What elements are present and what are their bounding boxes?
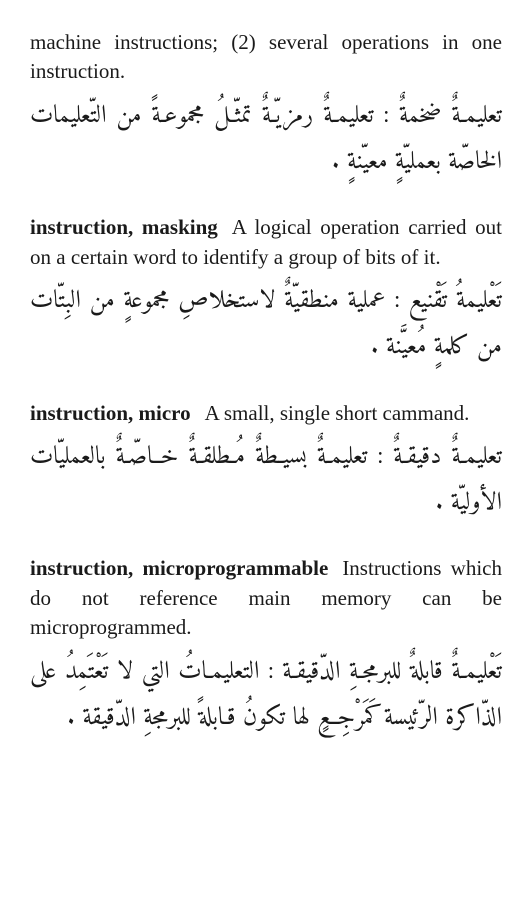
entry: instruction, microprogrammableIn­structi… [30, 554, 502, 741]
entry: machine instructions; (2) several opera­… [30, 28, 502, 185]
definition-en: machine instructions; (2) several opera­… [30, 28, 502, 87]
definition-ar: تعليمـةٌ دقيقـةٌ : تعليمـةٌ بسيـطةٌ مُـط… [30, 434, 502, 527]
definition-en-text: A small, single short cammand. [205, 401, 470, 425]
entry: instruction, micro A small, single short … [30, 399, 502, 527]
term-en: instruction, microprogrammable [30, 556, 328, 580]
term-en: instruction, micro [30, 401, 191, 425]
entry: instruction, maskingA logical opera­tion… [30, 213, 502, 370]
definition-ar: تَعْليمـةٌ قابلةٌ للبرمجـةِ الدّقيقـة : … [30, 649, 502, 742]
dictionary-page: machine instructions; (2) several opera­… [0, 0, 532, 900]
definition-ar: تَعْليمةُ تَقْنيع : عملية منطقيّةٌ لاستخ… [30, 278, 502, 371]
definition-en-text: machine instructions; (2) several opera­… [30, 30, 502, 83]
definition-en: instruction, maskingA logical opera­tion… [30, 213, 502, 272]
definition-en: instruction, microprogrammableIn­structi… [30, 554, 502, 642]
definition-en: instruction, micro A small, single short … [30, 399, 502, 428]
term-en: instruction, masking [30, 215, 218, 239]
definition-ar: تعليمـةٌ ضخمةٌ : تعليمـةٌ رمزيّـةٌ تمثّـ… [30, 93, 502, 186]
